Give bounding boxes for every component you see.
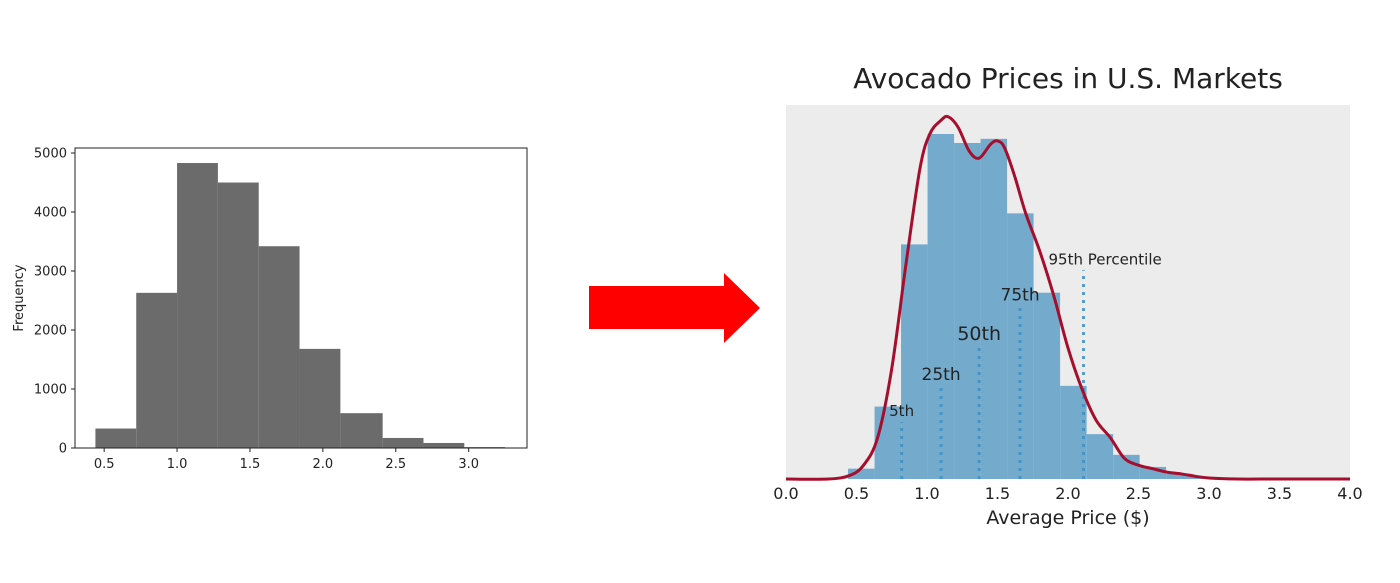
histogram-bar — [848, 468, 875, 479]
x-tick-label: 3.0 — [458, 457, 479, 472]
histogram-bar — [177, 163, 218, 448]
x-tick-label: 2.5 — [385, 457, 406, 472]
left-y-axis-label: Frequency — [12, 264, 27, 331]
histogram-bar — [423, 442, 465, 448]
percentile-label: 5th — [889, 402, 914, 420]
histogram-bar — [1086, 434, 1114, 479]
histogram-bar — [340, 413, 383, 448]
histogram-bar — [136, 292, 178, 448]
y-tick-label: 5000 — [34, 147, 67, 162]
y-tick-label: 3000 — [34, 265, 67, 280]
right-x-axis: 0.0 0.5 1.0 1.5 2.0 2.5 3.0 3.5 4.0 — [773, 484, 1362, 503]
histogram-bar — [954, 142, 981, 479]
x-tick-label: 2.5 — [1126, 484, 1151, 503]
histogram-bar — [95, 428, 137, 448]
percentile-label: 95th Percentile — [1049, 250, 1162, 268]
x-tick-label: 3.5 — [1267, 484, 1292, 503]
histogram-bar — [1166, 473, 1193, 479]
histogram-bar — [1033, 292, 1061, 479]
histogram-bar — [217, 182, 259, 448]
y-tick-label: 2000 — [34, 324, 67, 339]
left-bars — [95, 163, 506, 448]
x-tick-label: 2.0 — [313, 457, 334, 472]
x-tick-label: 1.0 — [914, 484, 939, 503]
x-tick-label: 0.0 — [773, 484, 798, 503]
y-tick-label: 4000 — [34, 206, 67, 221]
histogram-bar — [980, 138, 1008, 479]
histogram-bar — [382, 437, 424, 448]
y-tick-label: 0 — [59, 442, 67, 457]
arrow-right-icon — [589, 273, 760, 343]
x-axis-label: Average Price ($) — [986, 507, 1149, 529]
histogram-bar — [901, 244, 928, 479]
percentile-label: 25th — [922, 365, 961, 385]
y-tick-label: 1000 — [34, 383, 67, 398]
left-axes-frame — [74, 147, 528, 449]
histogram-bar — [299, 348, 341, 448]
histogram-bar — [927, 134, 955, 479]
histogram-bar — [1007, 213, 1034, 479]
right-bars — [848, 134, 1246, 479]
x-tick-label: 3.0 — [1196, 484, 1221, 503]
percentile-label: 50th — [957, 323, 1001, 345]
left-x-axis: 0.5 1.0 1.5 2.0 2.5 3.0 — [94, 448, 479, 472]
x-tick-label: 1.0 — [167, 457, 188, 472]
left-histogram: 0.5 1.0 1.5 2.0 2.5 3.0 0 1000 2000 3000 4000 5000… — [12, 147, 528, 472]
histogram-bar — [1060, 385, 1087, 479]
x-tick-label: 1.5 — [985, 484, 1010, 503]
kde-curve — [785, 114, 1350, 481]
histogram-bar — [874, 406, 902, 479]
x-tick-label: 0.5 — [94, 457, 115, 472]
histogram-bar — [258, 246, 300, 448]
percentile-label: 75th — [1001, 286, 1040, 306]
x-tick-label: 2.0 — [1055, 484, 1080, 503]
x-tick-label: 4.0 — [1337, 484, 1362, 503]
x-tick-label: 1.5 — [240, 457, 261, 472]
x-tick-label: 0.5 — [844, 484, 869, 503]
left-y-axis: 0 1000 2000 3000 4000 5000 — [34, 147, 75, 457]
right-histogram-kde: Avocado Prices in U.S. Markets 5th 25th 50… — [773, 62, 1362, 529]
chart-title: Avocado Prices in U.S. Markets — [853, 62, 1283, 95]
